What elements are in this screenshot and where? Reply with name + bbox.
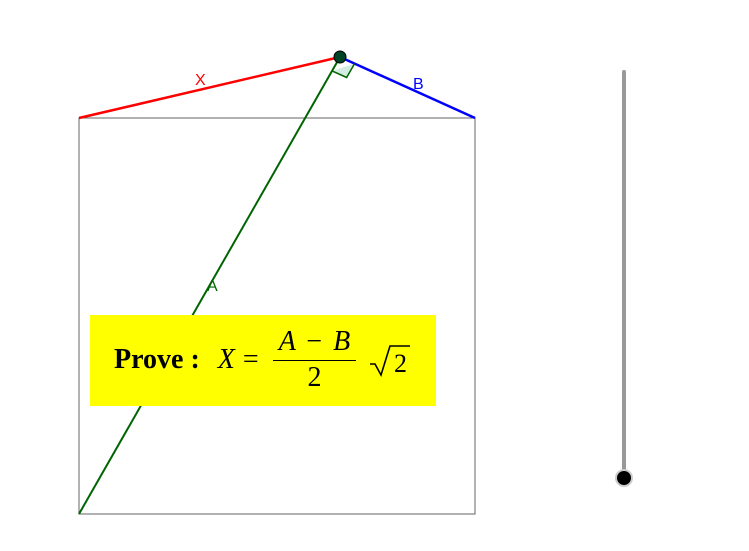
radicand: 2: [394, 349, 407, 378]
geometry-diagram: [0, 0, 749, 551]
formula-numerator: A − B: [273, 327, 357, 361]
apex-point[interactable]: [334, 51, 346, 63]
label-a: A: [207, 278, 218, 296]
formula-sqrt: 2: [368, 342, 412, 378]
equals-sign: =: [243, 344, 259, 376]
formula-fraction: A − B 2: [273, 327, 357, 394]
line-x: [79, 57, 340, 118]
slider-handle[interactable]: [617, 471, 631, 485]
num-a: A: [279, 326, 296, 357]
formula-denominator: 2: [307, 361, 321, 394]
num-minus: −: [306, 326, 322, 357]
num-b: B: [333, 326, 350, 357]
formula-lhs: X: [218, 344, 235, 376]
label-b: B: [413, 76, 424, 94]
formula-box: Prove : X = A − B 2 2: [90, 315, 436, 406]
label-x: X: [195, 72, 206, 90]
line-b: [340, 57, 475, 118]
prove-label: Prove :: [114, 344, 200, 376]
